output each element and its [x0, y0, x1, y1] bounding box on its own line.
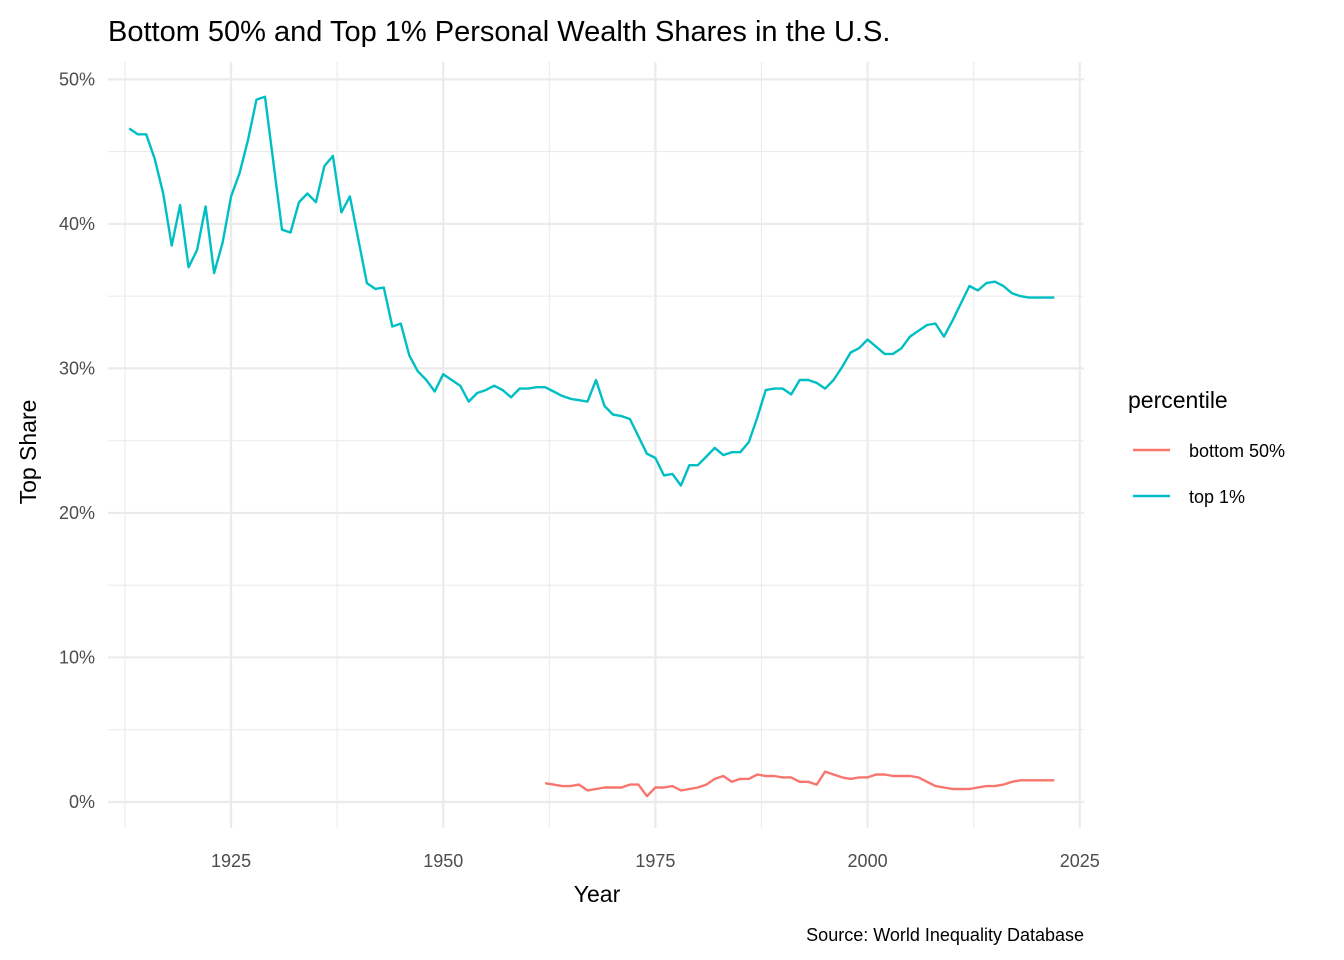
x-axis-ticks: 1925 1950 1975 2000 2025: [211, 851, 1100, 871]
legend: percentile bottom 50% top 1%: [1128, 387, 1285, 507]
major-gridlines: [108, 62, 1084, 828]
y-axis-ticks: 0% 10% 20% 30% 40% 50%: [59, 69, 95, 812]
x-tick-label: 1925: [211, 851, 251, 871]
y-tick-label: 30%: [59, 358, 95, 378]
x-tick-label: 1950: [423, 851, 463, 871]
y-tick-label: 20%: [59, 503, 95, 523]
chart-title: Bottom 50% and Top 1% Personal Wealth Sh…: [108, 16, 890, 48]
y-tick-label: 40%: [59, 214, 95, 234]
y-tick-label: 50%: [59, 69, 95, 89]
y-axis-title: Top Share: [15, 400, 41, 505]
x-tick-label: 1975: [635, 851, 675, 871]
legend-label-top-1: top 1%: [1189, 487, 1245, 507]
series-line-bottom-50-: [544, 770, 1055, 798]
y-tick-label: 0%: [69, 792, 95, 812]
legend-title: percentile: [1128, 387, 1228, 413]
minor-gridlines: [108, 62, 1084, 828]
x-tick-label: 2000: [848, 851, 888, 871]
series-line-top-1-: [128, 95, 1055, 487]
x-tick-label: 2025: [1060, 851, 1100, 871]
source-caption: Source: World Inequality Database: [806, 925, 1084, 945]
x-axis-title: Year: [574, 881, 621, 907]
legend-label-bottom-50: bottom 50%: [1189, 441, 1285, 461]
series-layer: [128, 95, 1055, 798]
y-tick-label: 10%: [59, 647, 95, 667]
